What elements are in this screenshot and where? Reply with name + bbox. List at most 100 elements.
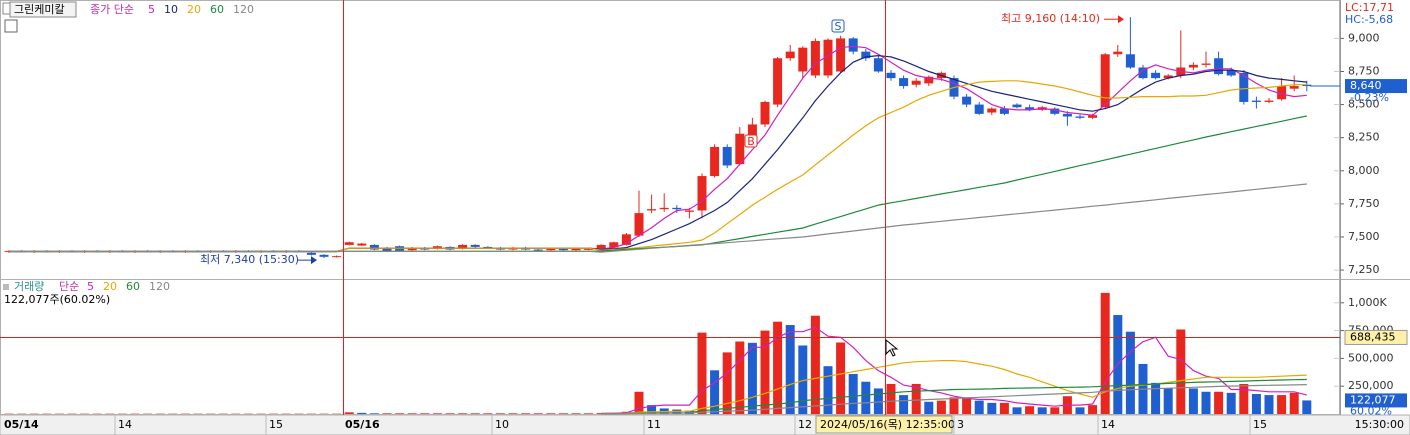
volume-bar — [999, 402, 1009, 414]
candle-body — [848, 38, 858, 52]
volume-bar — [369, 413, 379, 414]
hc-label: HC:-5,68 — [1345, 13, 1393, 26]
candle-body — [332, 256, 342, 258]
volume-bar — [1251, 393, 1261, 414]
candle-body — [1062, 113, 1072, 117]
stock-name-box[interactable] — [9, 1, 77, 18]
candle-body — [470, 244, 480, 247]
y-tick-label: 7,500 — [1348, 230, 1380, 243]
y-tick-label: 500,000 — [1348, 351, 1394, 364]
y-tick-label: 8,000 — [1348, 164, 1380, 177]
annotation-text: 최저 7,340 (15:30) — [200, 253, 299, 266]
stock-name[interactable]: 그린케미칼 — [14, 3, 65, 16]
candle-body — [1251, 100, 1261, 102]
candle-body — [735, 133, 745, 165]
candle-body — [1264, 100, 1274, 102]
candle-body — [1163, 75, 1173, 79]
volume-bar — [924, 401, 934, 414]
y-tick-label: 7,750 — [1348, 197, 1380, 210]
candle-body — [1289, 86, 1299, 89]
last-volume-pct: 60.02% — [1350, 404, 1392, 417]
volume-bar — [974, 400, 984, 414]
last-price-change: -0.23% — [1350, 91, 1389, 104]
candle-body — [1277, 86, 1287, 100]
volume-bar — [886, 383, 896, 414]
end-time: 15:30:00 — [1355, 418, 1404, 431]
candle-body — [1113, 51, 1123, 55]
x-axis-bar — [0, 414, 1410, 435]
volume-bar — [836, 342, 846, 414]
x-tick-label: 14 — [118, 418, 132, 431]
candle-body — [382, 247, 392, 252]
volume-bar — [1012, 407, 1022, 414]
volume-bar — [848, 373, 858, 414]
volume-bar — [1226, 392, 1236, 414]
candle-body — [1214, 58, 1224, 75]
candle-body — [483, 246, 493, 249]
volume-bar — [1088, 405, 1098, 414]
volume-bar — [1100, 292, 1110, 414]
candle-body — [886, 72, 896, 79]
lc-label: LC:17,71 — [1345, 1, 1394, 14]
volume-bar — [710, 370, 720, 414]
volume-ma-label: 단순 — [59, 280, 79, 293]
volume-bar — [810, 315, 820, 414]
candle-body — [621, 234, 631, 245]
last-volume-label: 122,077 — [1350, 393, 1396, 406]
legend-entry: 20 — [103, 280, 117, 293]
y-tick-label: 8,250 — [1348, 131, 1380, 144]
signal-label: B — [747, 135, 755, 148]
y-tick-label: 7,250 — [1348, 263, 1380, 276]
ma-line — [601, 360, 1307, 414]
volume-bar — [571, 413, 581, 414]
volume-bar — [936, 400, 946, 414]
candle-body — [533, 249, 543, 251]
x-tick-label: 05/14 — [4, 418, 39, 431]
ma-line — [601, 384, 1307, 415]
candle-body — [1088, 115, 1098, 118]
y-tick-label: 9,000 — [1348, 31, 1380, 44]
candle-body — [584, 248, 594, 250]
legend-entry: 120 — [233, 3, 254, 16]
annotation-arrowhead — [311, 256, 317, 265]
x-tick-label: 05/16 — [345, 418, 380, 431]
last-price-label: 8,640 — [1350, 79, 1382, 92]
table-icon[interactable] — [4, 19, 18, 33]
volume-bar — [1302, 400, 1312, 414]
legend-entry: 5 — [148, 3, 155, 16]
cursor-value-box — [1344, 329, 1408, 345]
candle-body — [1050, 108, 1060, 114]
volume-bar — [823, 366, 833, 414]
volume-bar — [445, 413, 455, 414]
volume-bar — [483, 413, 493, 414]
volume-bar — [546, 413, 556, 414]
volume-bar — [382, 413, 392, 414]
candle-body — [873, 58, 883, 72]
volume-bar — [722, 352, 732, 414]
candle-body — [697, 176, 707, 211]
volume-bar — [558, 413, 568, 414]
volume-bar — [1037, 407, 1047, 414]
x-tick-label: 12 — [798, 418, 812, 431]
candle-body — [1226, 70, 1236, 76]
volume-bar — [1050, 407, 1060, 414]
x-tick-label: 14 — [1101, 418, 1115, 431]
ma-line — [9, 183, 1307, 253]
legend-entry: 120 — [149, 280, 170, 293]
volume-bar — [647, 405, 657, 414]
candle-body — [924, 76, 934, 84]
volume-bar — [395, 413, 405, 414]
volume-bar — [495, 413, 505, 414]
volume-bar — [458, 413, 468, 414]
candle-body — [659, 207, 669, 210]
candle-body — [1188, 64, 1198, 68]
x-tick-label: 15 — [1253, 418, 1267, 431]
volume-bar — [1188, 388, 1198, 414]
volume-bar — [634, 391, 644, 414]
y-tick-label: 8,500 — [1348, 98, 1380, 111]
volume-bar — [899, 395, 909, 414]
candle-body — [810, 41, 820, 76]
candle-body — [999, 108, 1009, 114]
